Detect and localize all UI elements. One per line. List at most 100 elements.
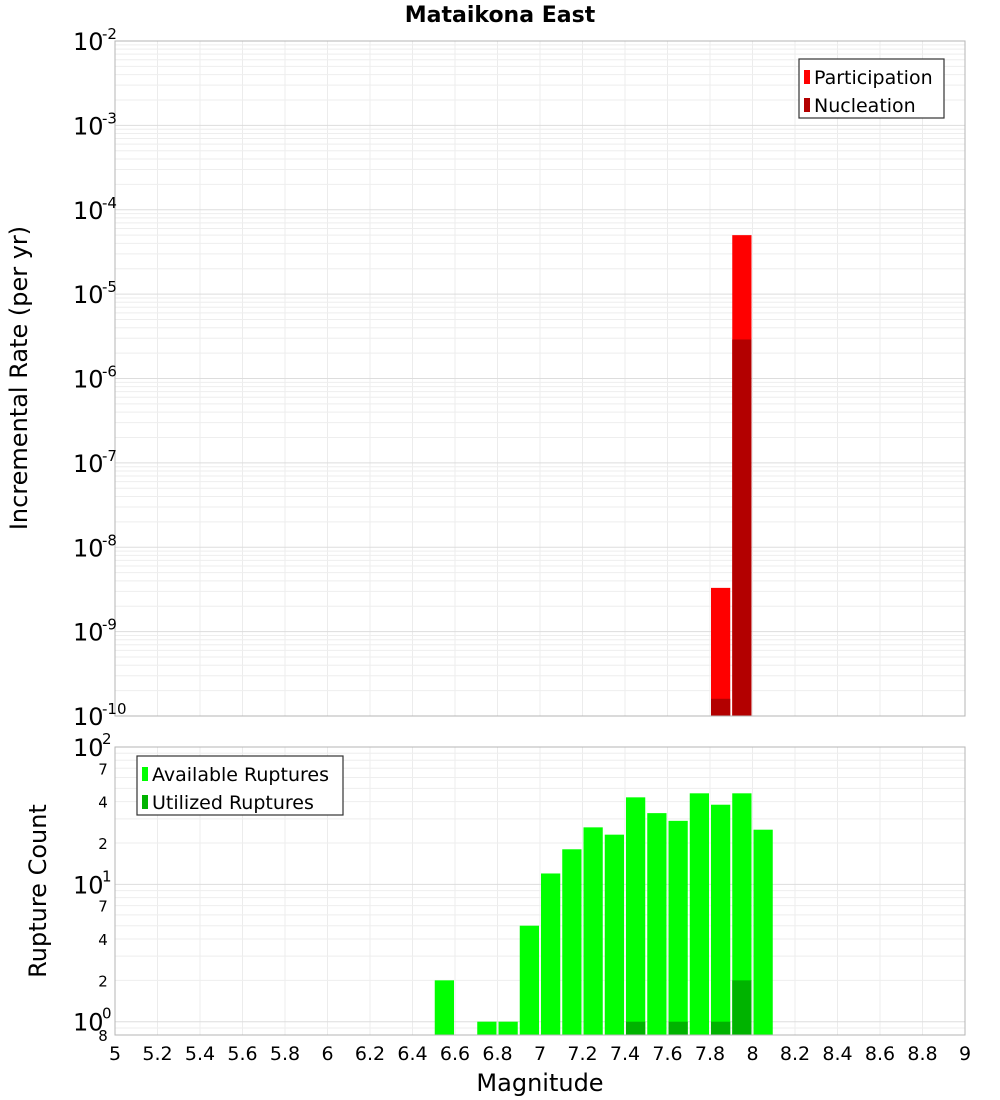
y-minor-tick-label: 2 [98,835,108,853]
bar-available-ruptures [689,793,709,1035]
bar-utilized-ruptures [711,1021,731,1035]
y-tick-label: 10 [73,197,104,225]
bar-utilized-ruptures [626,1021,646,1035]
x-tick-label: 7.6 [652,1043,682,1065]
x-tick-label: 8.2 [780,1043,810,1065]
bar-available-ruptures [519,925,539,1035]
chart-title: Mataikona East [405,3,596,28]
x-tick-label: 8.8 [907,1043,937,1065]
bottom-plot-border [114,746,966,1036]
y-tick-exponent: -5 [102,278,117,296]
y-tick-exponent: -6 [102,363,117,381]
x-ticks: 5 5.2 5.4 5.6 5.8 6 6.2 6.4 6.6 6.8 7 7.2 7.4 7.6 7.8 8… [109,1043,971,1065]
y-tick-label: 10 [73,703,104,731]
bar-utilized-ruptures [732,980,752,1035]
y-tick-label: 10 [73,619,104,647]
legend-swatch [142,767,148,781]
bar-available-ruptures [434,980,454,1035]
legend-box [798,58,945,119]
top-bars [711,235,752,716]
x-tick-label: 6.4 [397,1043,427,1065]
y-tick-exponent: -4 [102,194,117,212]
y-tick-label: 10 [73,450,104,478]
y-tick-label: 10 [73,366,104,394]
x-tick-label: 6.2 [355,1043,385,1065]
x-tick-label: 7.8 [695,1043,725,1065]
y-minor-tick-label: 7 [98,760,108,778]
bottom-legend: Available Ruptures Utilized Ruptures [136,755,344,816]
legend-entry: Utilized Ruptures [152,792,314,814]
bottom-y-axis-label: Rupture Count [24,804,52,978]
x-tick-label: 7.2 [567,1043,597,1065]
top-y-axis-label: Incremental Rate (per yr) [5,226,33,530]
legend-entry: Available Ruptures [152,764,329,786]
bar-nucleation [711,698,731,716]
y-minor-tick-label: 8 [98,1027,108,1045]
bar-available-ruptures [668,820,688,1035]
y-tick-label: 10 [73,871,104,899]
bar-nucleation [732,339,752,716]
top-plot-border [114,40,966,717]
bar-utilized-ruptures [668,1021,688,1035]
y-tick-label: 10 [73,28,104,56]
bar-available-ruptures [626,797,646,1035]
bar-available-ruptures [477,1021,497,1035]
legend-swatch [804,70,810,84]
y-minor-tick-label: 4 [98,794,108,812]
x-tick-label: 6 [321,1043,333,1065]
bar-available-ruptures [541,873,561,1035]
x-tick-label: 5.4 [185,1043,215,1065]
y-tick-label: 10 [73,112,104,140]
legend-box [136,755,344,816]
y-tick-exponent: -7 [102,447,117,465]
y-tick-exponent: -9 [102,616,117,634]
top-legend: Participation Nucleation [798,58,945,119]
bar-participation [711,587,731,716]
x-tick-label: 5.6 [227,1043,257,1065]
bar-available-ruptures [753,829,773,1035]
x-tick-label: 9 [959,1043,971,1065]
y-tick-exponent: -10 [102,700,127,718]
y-minor-tick-label: 4 [98,931,108,949]
bar-available-ruptures [562,849,582,1035]
legend-entry: Participation [814,67,933,89]
y-tick-exponent: -8 [102,531,117,549]
top-grid [114,40,966,717]
x-tick-label: 8.6 [865,1043,895,1065]
legend-entry: Nucleation [814,95,916,117]
y-tick-label: 10 [73,281,104,309]
y-tick-exponent: 0 [102,1005,112,1023]
x-tick-label: 8.4 [822,1043,852,1065]
bar-available-ruptures [583,827,603,1035]
x-tick-label: 5 [109,1043,121,1065]
y-tick-label: 10 [73,734,104,762]
x-tick-label: 7.4 [610,1043,640,1065]
x-axis-label: Magnitude [476,1069,603,1097]
x-tick-label: 5.8 [270,1043,300,1065]
bar-available-ruptures [604,834,624,1035]
y-tick-exponent: -3 [102,109,117,127]
legend-swatch [804,98,810,112]
bar-available-ruptures [732,793,752,1035]
y-tick-label: 10 [73,1009,104,1037]
x-tick-label: 6.8 [482,1043,512,1065]
y-tick-label: 10 [73,534,104,562]
bottom-bars [434,793,773,1035]
y-minor-tick-label: 7 [98,898,108,916]
y-tick-exponent: -2 [102,25,117,43]
y-tick-exponent: 2 [102,730,112,748]
x-tick-label: 6.6 [440,1043,470,1065]
bar-available-ruptures [498,1021,518,1035]
legend-swatch [142,795,148,809]
y-tick-exponent: 1 [102,867,112,885]
y-minor-tick-label: 2 [98,972,108,990]
x-tick-label: 5.2 [142,1043,172,1065]
x-tick-label: 7 [534,1043,546,1065]
bar-available-ruptures [711,804,731,1035]
bar-available-ruptures [647,813,667,1035]
